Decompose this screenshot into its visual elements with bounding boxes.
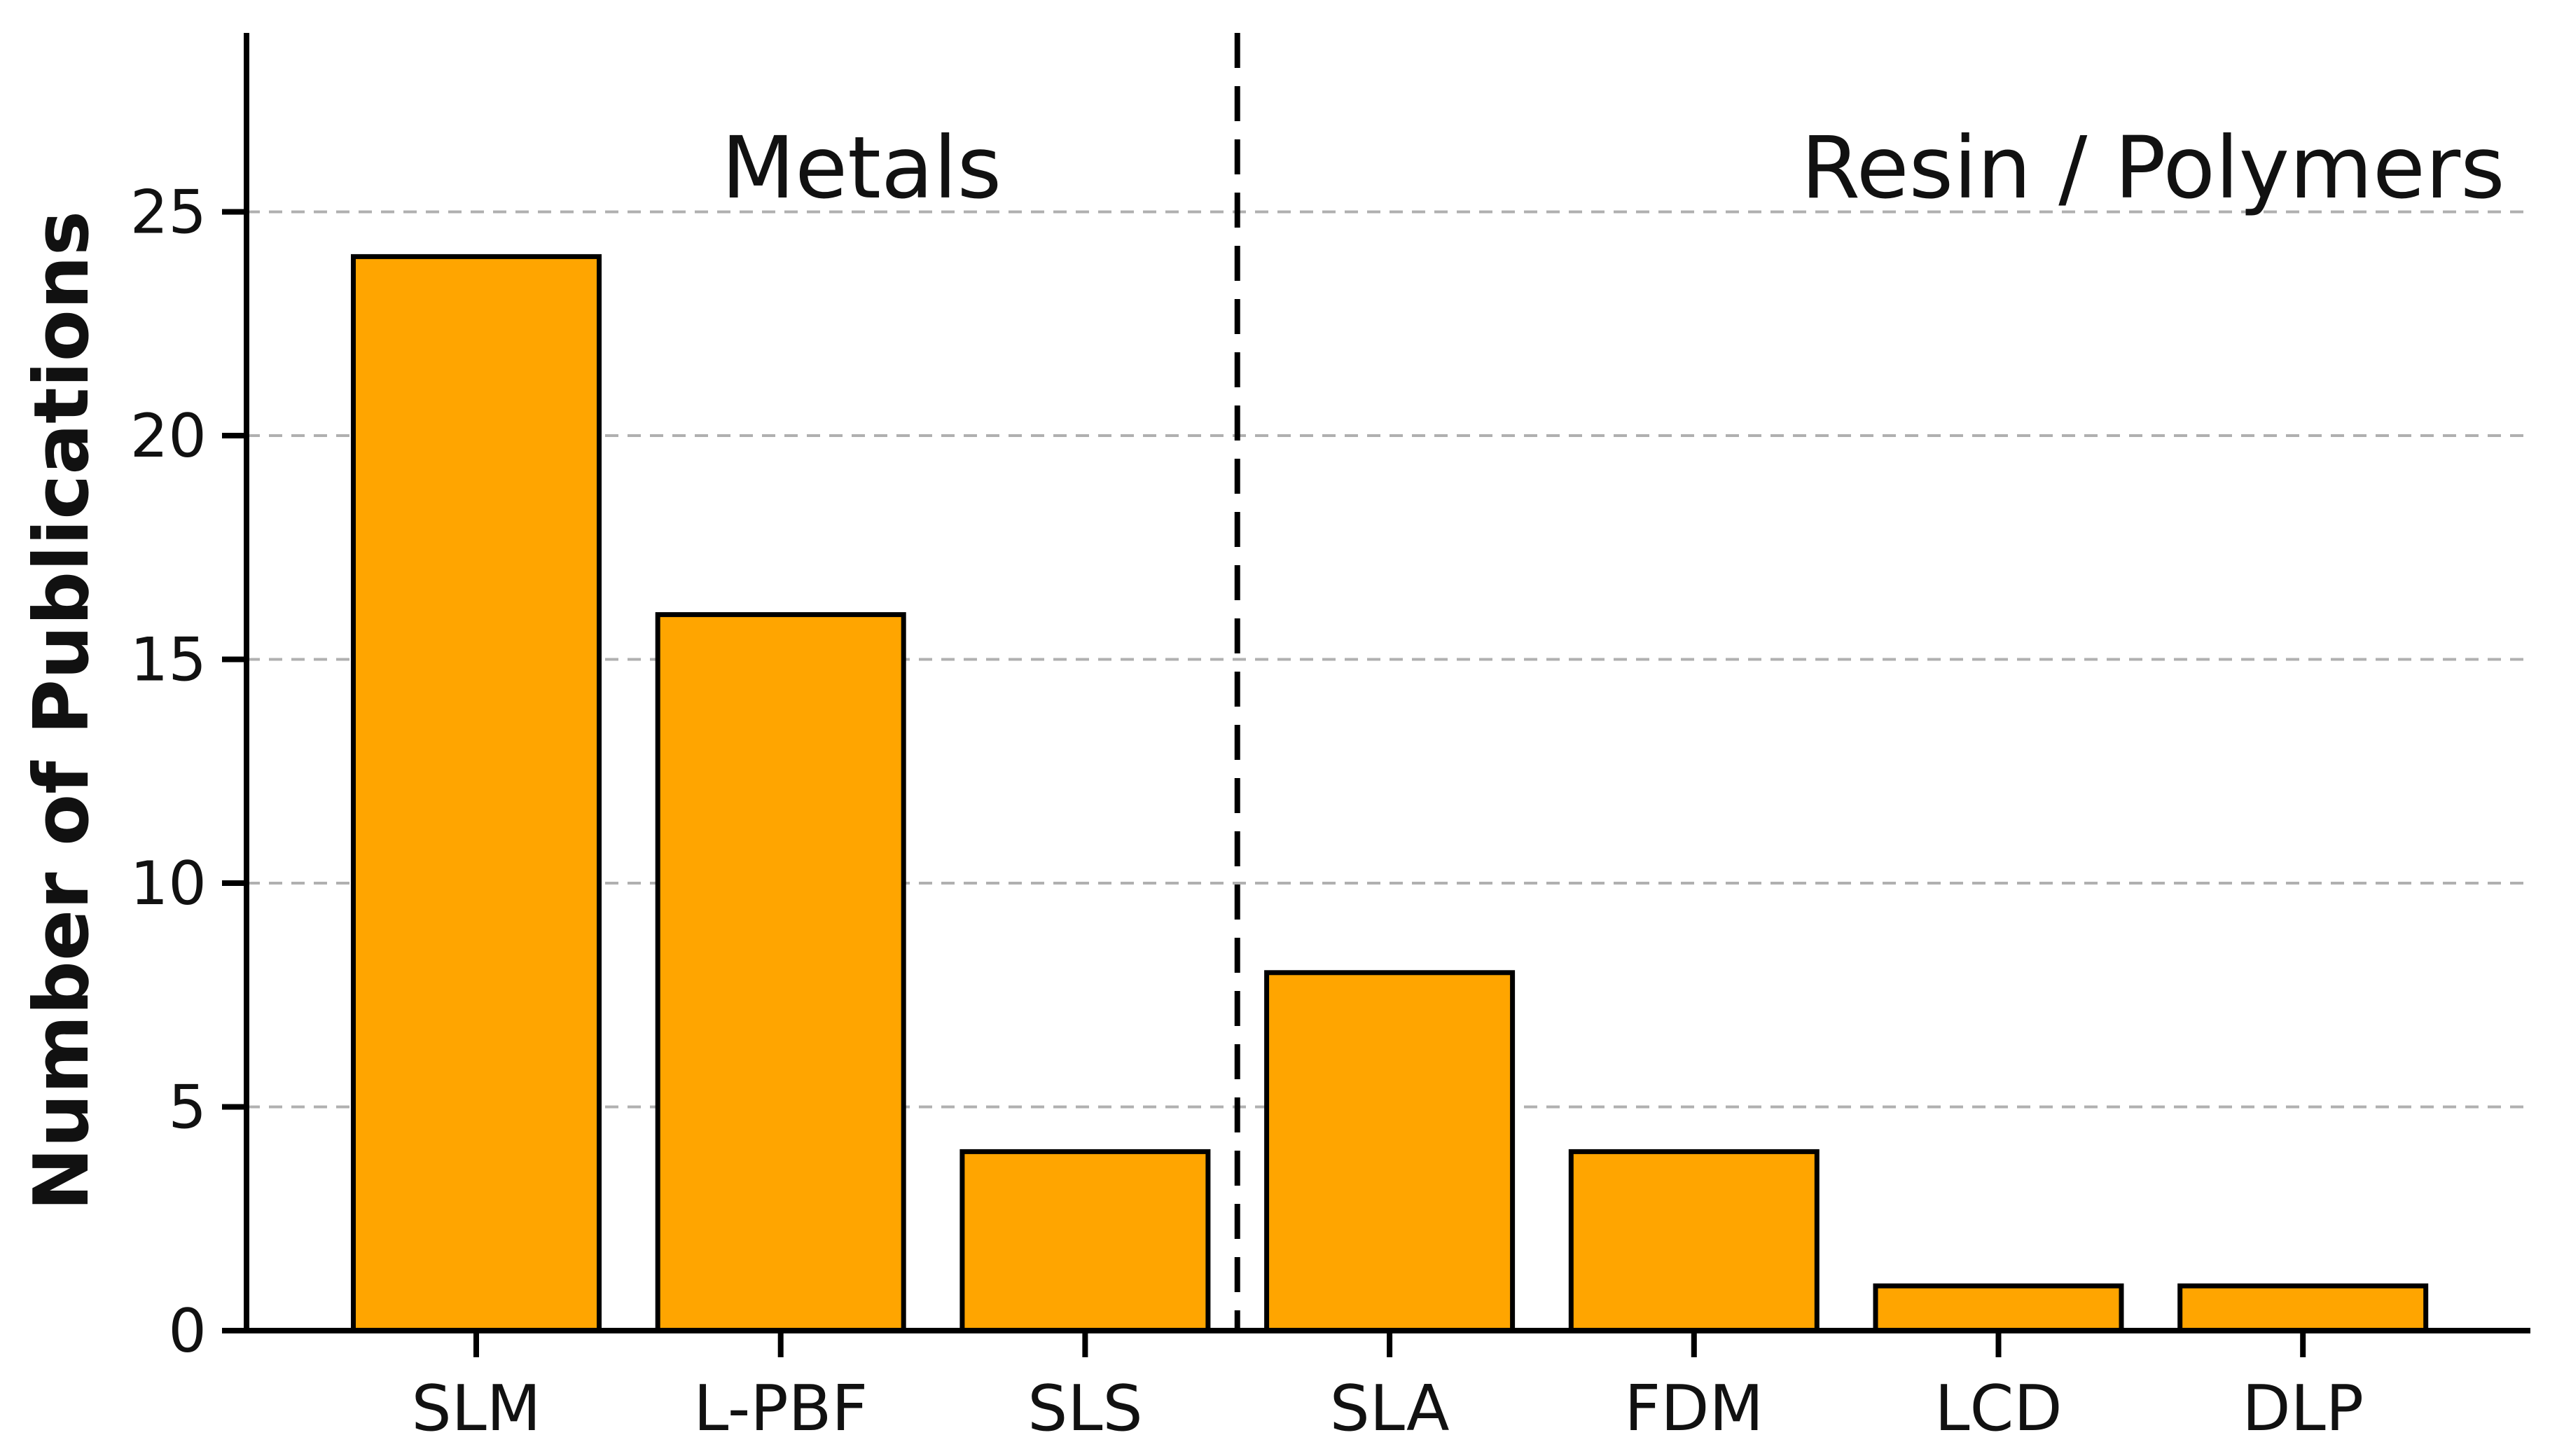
bar-DLP [2177,1283,2429,1333]
bar-LCD [1873,1283,2124,1333]
y-tick-label-0: 0 [168,1296,207,1366]
x-tick-label-SLA: SLA [1330,1372,1450,1445]
y-axis-label: Number of Publications [18,211,106,1211]
axis-layer: 0 5 10 15 20 25 SLM L-PBF SLS SLA FDM LCD DLP [130,33,2530,1445]
x-tick-label-FDM: FDM [1624,1372,1763,1445]
bar-SLM [351,254,602,1333]
bar-FDM [1568,1149,1820,1333]
x-tick-label-SLM: SLM [412,1372,541,1445]
y-tick-label-10: 10 [130,849,207,919]
x-tick-label-DLP: DLP [2242,1372,2364,1445]
section-label-metals: Metals [721,118,1002,218]
bar-SLS [959,1149,1211,1333]
x-tick-label-SLS: SLS [1027,1372,1142,1445]
y-tick-label-25: 25 [130,178,207,248]
bar-SLA [1264,970,1516,1333]
bar-L-PBF [655,612,906,1333]
x-tick-label-L-PBF: L-PBF [693,1372,868,1445]
label-layer: Number of Publications Metals Resin / Po… [18,118,2505,1211]
y-tick-label-15: 15 [130,625,207,695]
bar-layer [351,254,2429,1333]
section-label-resin-polymers: Resin / Polymers [1801,118,2504,218]
y-tick-label-20: 20 [130,401,207,471]
y-tick-label-5: 5 [168,1073,207,1143]
x-tick-label-LCD: LCD [1934,1372,2062,1445]
